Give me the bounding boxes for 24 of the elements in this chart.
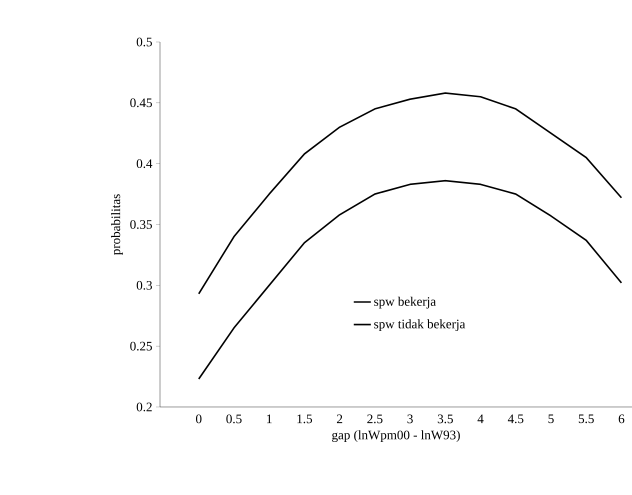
- y-tick-label: 0.4: [136, 159, 152, 168]
- y-tick-label: 0.45: [130, 98, 152, 108]
- x-tick-label: 4: [478, 414, 484, 424]
- x-tick-label: 5: [548, 414, 554, 424]
- y-tick-label: 0.35: [130, 220, 152, 229]
- y-tick-label: 0.5: [136, 38, 152, 46]
- y-tick-label: 0.25: [130, 342, 152, 351]
- legend-label: spw bekerja: [374, 296, 436, 309]
- x-axis-title: gap (lnWpm00 - lnW93): [332, 430, 460, 442]
- x-tick-label: 0: [196, 414, 202, 424]
- x-tick-label: 3: [407, 414, 413, 424]
- x-tick-label: 4.5: [508, 414, 524, 424]
- y-tick-label: 0.2: [136, 402, 152, 412]
- x-tick-label: 1.5: [297, 414, 312, 424]
- x-tick-label: 1: [267, 414, 272, 424]
- x-tick-label: 0.5: [226, 414, 242, 424]
- x-tick-label: 3.5: [438, 414, 453, 424]
- x-tick-label: 2.5: [367, 414, 382, 424]
- y-axis-title: probabilitas: [111, 194, 123, 255]
- y-tick-label: 0.3: [136, 280, 152, 290]
- legend-label: spw tidak bekerja: [374, 319, 466, 332]
- x-tick-label: 5.5: [578, 414, 594, 424]
- x-tick-label: 6: [618, 414, 624, 424]
- x-tick-label: 2: [336, 414, 342, 424]
